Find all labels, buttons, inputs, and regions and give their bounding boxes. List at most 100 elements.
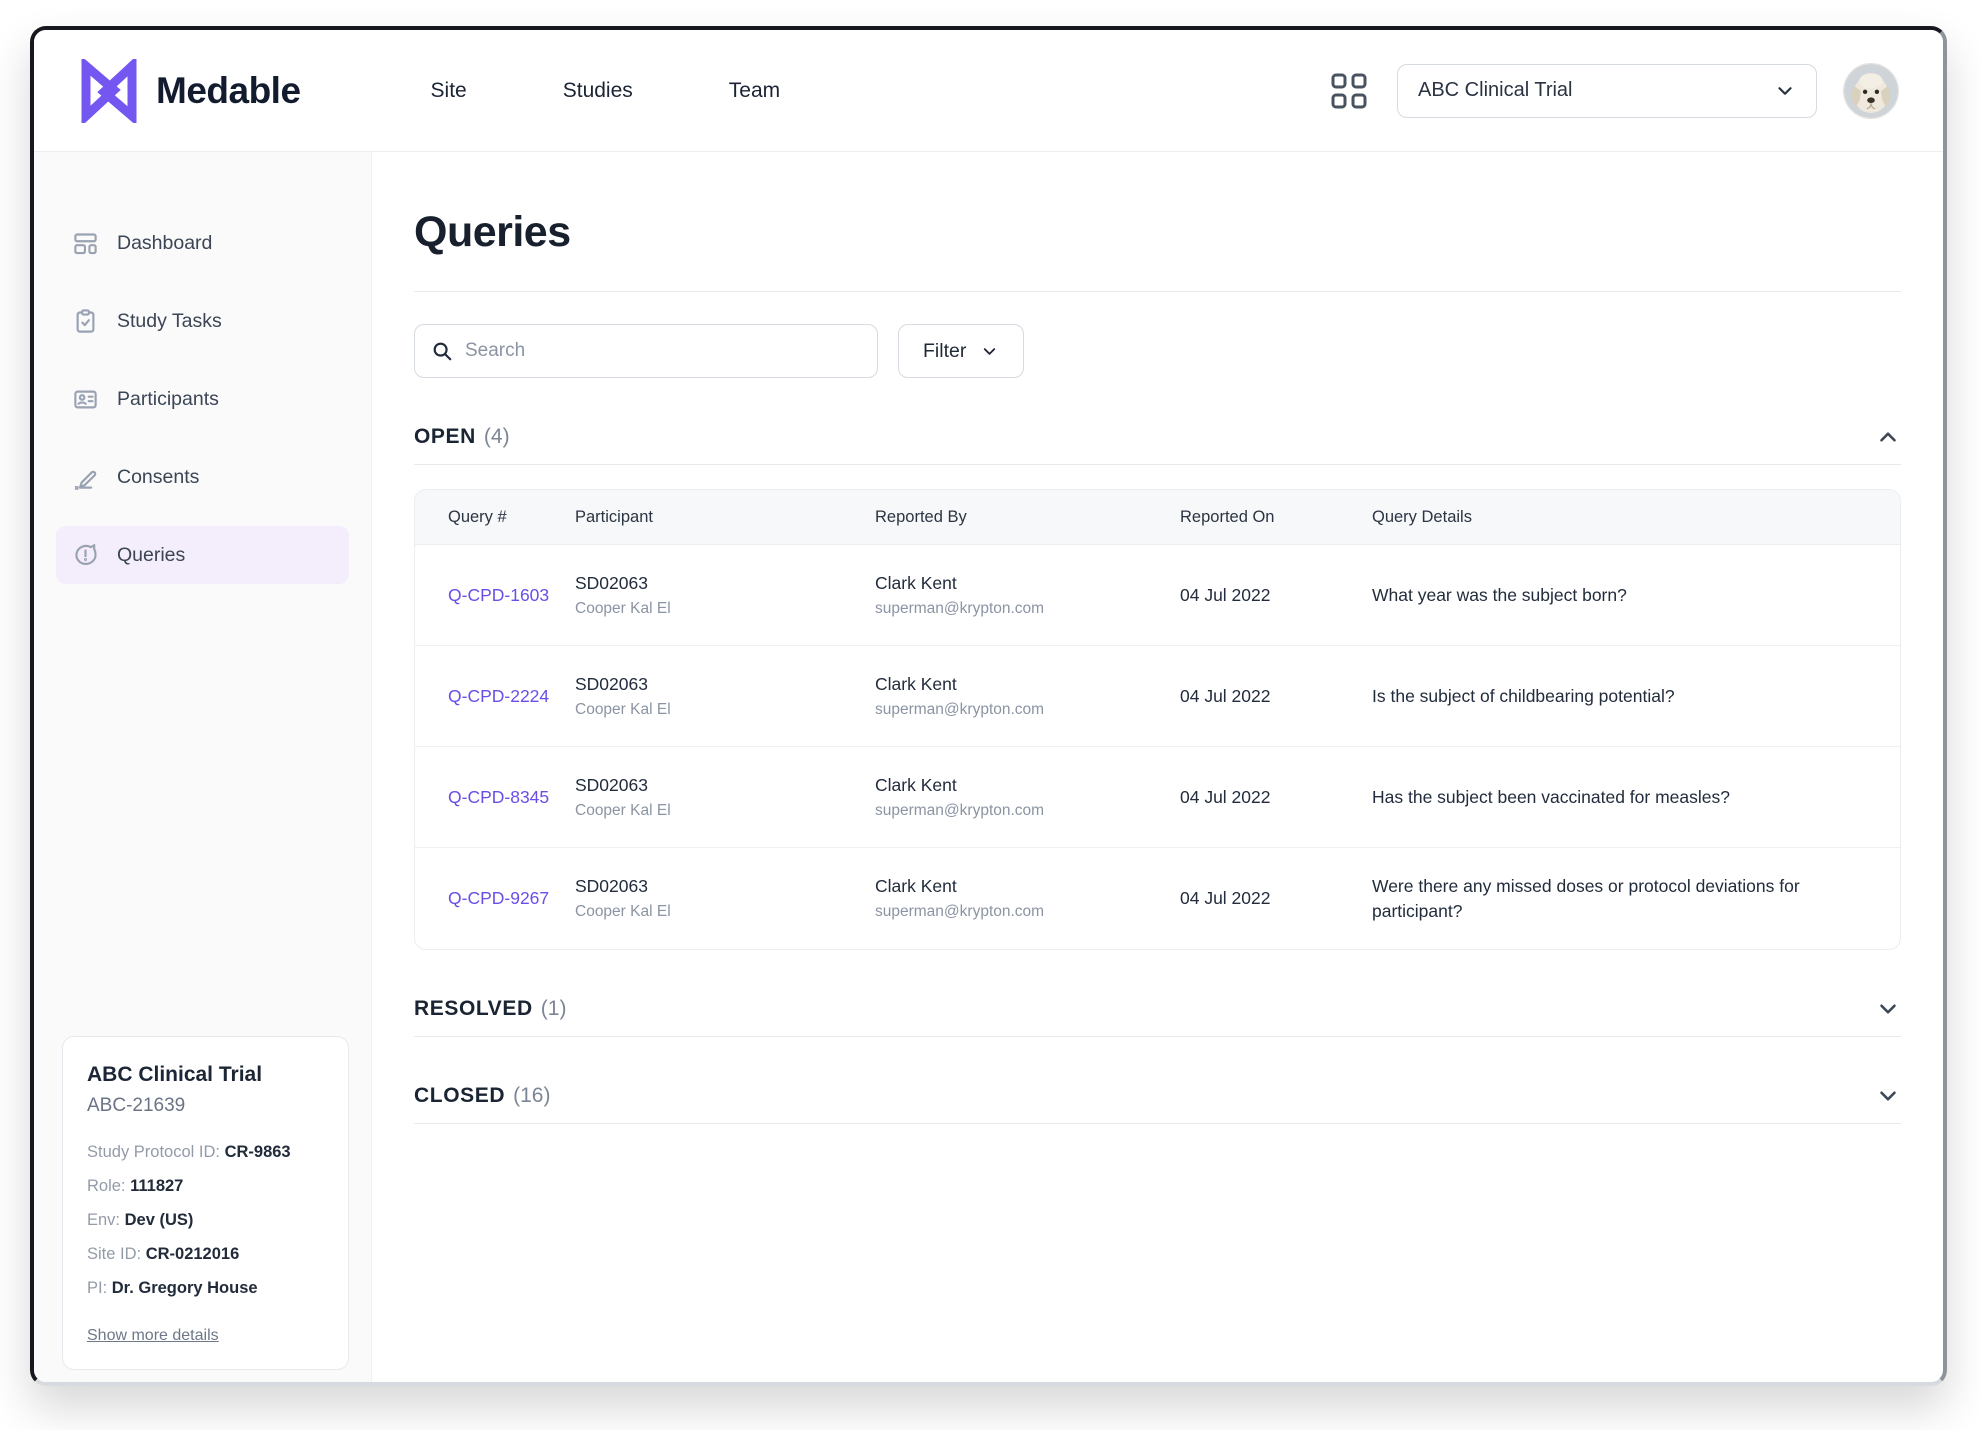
- sidebar-item-label: Dashboard: [117, 231, 213, 254]
- query-details-text: Is the subject of childbearing potential…: [1372, 685, 1675, 706]
- column-header-query: Query #: [448, 507, 507, 526]
- sidebar-item-queries[interactable]: Queries: [56, 526, 349, 584]
- toolbar: Filter: [414, 324, 1901, 378]
- chevron-down-icon: [984, 347, 996, 355]
- sidebar-item-consents[interactable]: Consents: [56, 448, 349, 506]
- study-info-card: ABC Clinical Trial ABC-21639 Study Proto…: [62, 1036, 349, 1370]
- section-resolved-count: (1): [540, 997, 567, 1020]
- participant-id: SD02063: [575, 774, 648, 795]
- medable-logo-icon: [81, 58, 137, 123]
- search-icon: [433, 342, 452, 361]
- reported-on-date: 04 Jul 2022: [1180, 584, 1271, 605]
- clipboard-check-icon: [76, 308, 95, 333]
- apps-grid-icon[interactable]: [1327, 69, 1371, 113]
- section-resolved-divider: [414, 1036, 1901, 1037]
- query-details-text: Has the subject been vaccinated for meas…: [1372, 786, 1730, 807]
- section-closed-divider: [414, 1123, 1901, 1124]
- study-selector-dropdown[interactable]: ABC Clinical Trial: [1397, 63, 1817, 118]
- title-divider: [414, 291, 1901, 292]
- section-open-divider: [414, 464, 1901, 465]
- chevron-down-icon[interactable]: [1875, 1083, 1901, 1109]
- section-open-header: OPEN (4): [414, 424, 1901, 450]
- study-card-code: ABC-21639: [87, 1095, 186, 1116]
- query-link[interactable]: Q-CPD-2224: [448, 685, 550, 706]
- participant-name: Cooper Kal El: [575, 599, 671, 617]
- id-badge-icon: [74, 390, 97, 408]
- reporter-name: Clark Kent: [875, 774, 957, 795]
- table-header-row: Query # Participant Reported By Reported…: [415, 490, 1900, 545]
- column-header-reported-by: Reported By: [875, 507, 967, 526]
- column-header-reported-on: Reported On: [1180, 507, 1275, 526]
- sidebar-item-dashboard[interactable]: Dashboard: [56, 214, 349, 272]
- study-card-field: Role: 111827: [87, 1177, 184, 1195]
- open-queries-table: Query # Participant Reported By Reported…: [414, 489, 1901, 950]
- column-header-query-details: Query Details: [1372, 507, 1472, 526]
- query-link[interactable]: Q-CPD-1603: [448, 584, 550, 605]
- study-card-fields: Study Protocol ID: CR-9863 Role: 111827 …: [87, 1143, 324, 1298]
- query-link[interactable]: Q-CPD-9267: [448, 888, 550, 908]
- query-bubble-icon: [75, 543, 97, 565]
- page-title: Queries: [414, 208, 571, 256]
- nav-team[interactable]: Team: [728, 78, 781, 102]
- query-details-text: What year was the subject born?: [1372, 584, 1627, 605]
- table-row: Q-CPD-2224 SD02063 Cooper Kal El Clark K…: [415, 646, 1900, 747]
- sidebar-item-study-tasks[interactable]: Study Tasks: [56, 292, 349, 350]
- query-details-text: Were there any missed doses or protocol …: [1372, 875, 1800, 921]
- reported-on-date: 04 Jul 2022: [1180, 888, 1271, 908]
- chevron-up-icon[interactable]: [1875, 424, 1901, 450]
- main-content: Queries Filter OPEN (4): [372, 152, 1943, 1382]
- table-row: Q-CPD-9267 SD02063 Cooper Kal El Clark K…: [415, 848, 1900, 949]
- dashboard-icon: [74, 232, 97, 254]
- study-card-field: Env: Dev (US): [87, 1211, 194, 1229]
- sidebar-item-label: Study Tasks: [117, 309, 222, 332]
- top-navigation: Site Studies Team: [431, 79, 781, 103]
- collapsed-sections: RESOLVED (1) CLOSED (16): [414, 996, 1901, 1124]
- top-header: Medable Site Studies Team ABC Clinical T…: [34, 30, 1943, 152]
- medable-logo[interactable]: Medable: [76, 58, 301, 123]
- reported-on-date: 04 Jul 2022: [1180, 685, 1271, 706]
- participant-id: SD02063: [575, 572, 648, 593]
- signature-pen-icon: [74, 470, 97, 490]
- section-resolved-label: RESOLVED: [414, 997, 533, 1020]
- sidebar-item-label: Consents: [117, 465, 200, 488]
- study-card-field: Site ID: CR-0212016: [87, 1245, 240, 1263]
- sidebar-item-label: Queries: [117, 543, 186, 566]
- show-more-details-link[interactable]: Show more details: [87, 1327, 219, 1344]
- section-open-count: (4): [483, 425, 510, 448]
- nav-studies[interactable]: Studies: [562, 78, 633, 102]
- filter-button[interactable]: Filter: [898, 324, 1025, 378]
- participant-id: SD02063: [575, 673, 648, 694]
- search-box: [414, 324, 878, 378]
- app-window: Medable Site Studies Team ABC Clinical T…: [30, 26, 1947, 1386]
- header-right: ABC Clinical Trial: [1327, 62, 1899, 119]
- sidebar-item-participants[interactable]: Participants: [56, 370, 349, 428]
- reporter-email: superman@krypton.com: [875, 700, 1045, 718]
- study-card-field: Study Protocol ID: CR-9863: [87, 1143, 291, 1161]
- study-selector-value: ABC Clinical Trial: [1418, 79, 1573, 101]
- reported-on-date: 04 Jul 2022: [1180, 786, 1271, 807]
- section-closed-count: (16): [513, 1084, 551, 1107]
- chevron-down-icon: [1778, 86, 1792, 95]
- filter-button-label: Filter: [923, 339, 967, 362]
- section-closed-label: CLOSED: [414, 1084, 506, 1107]
- sidebar-item-label: Participants: [117, 387, 219, 410]
- chevron-down-icon[interactable]: [1875, 996, 1901, 1022]
- dog-avatar-image: [1844, 63, 1898, 118]
- query-link[interactable]: Q-CPD-8345: [448, 786, 550, 807]
- participant-name: Cooper Kal El: [575, 801, 671, 819]
- reporter-name: Clark Kent: [875, 673, 957, 694]
- study-card-field: PI: Dr. Gregory House: [87, 1279, 258, 1297]
- search-input[interactable]: [465, 340, 861, 362]
- participant-id: SD02063: [575, 876, 648, 896]
- participant-name: Cooper Kal El: [575, 903, 671, 920]
- column-header-participant: Participant: [575, 507, 653, 526]
- nav-site[interactable]: Site: [430, 78, 467, 102]
- section-resolved-header: RESOLVED (1): [414, 996, 1901, 1022]
- study-card-title: ABC Clinical Trial: [87, 1063, 263, 1086]
- table-row: Q-CPD-8345 SD02063 Cooper Kal El Clark K…: [415, 747, 1900, 848]
- reporter-email: superman@krypton.com: [875, 599, 1045, 617]
- user-avatar[interactable]: [1843, 62, 1899, 119]
- reporter-email: superman@krypton.com: [875, 903, 1045, 920]
- section-closed-header: CLOSED (16): [414, 1083, 1901, 1109]
- reporter-email: superman@krypton.com: [875, 801, 1045, 819]
